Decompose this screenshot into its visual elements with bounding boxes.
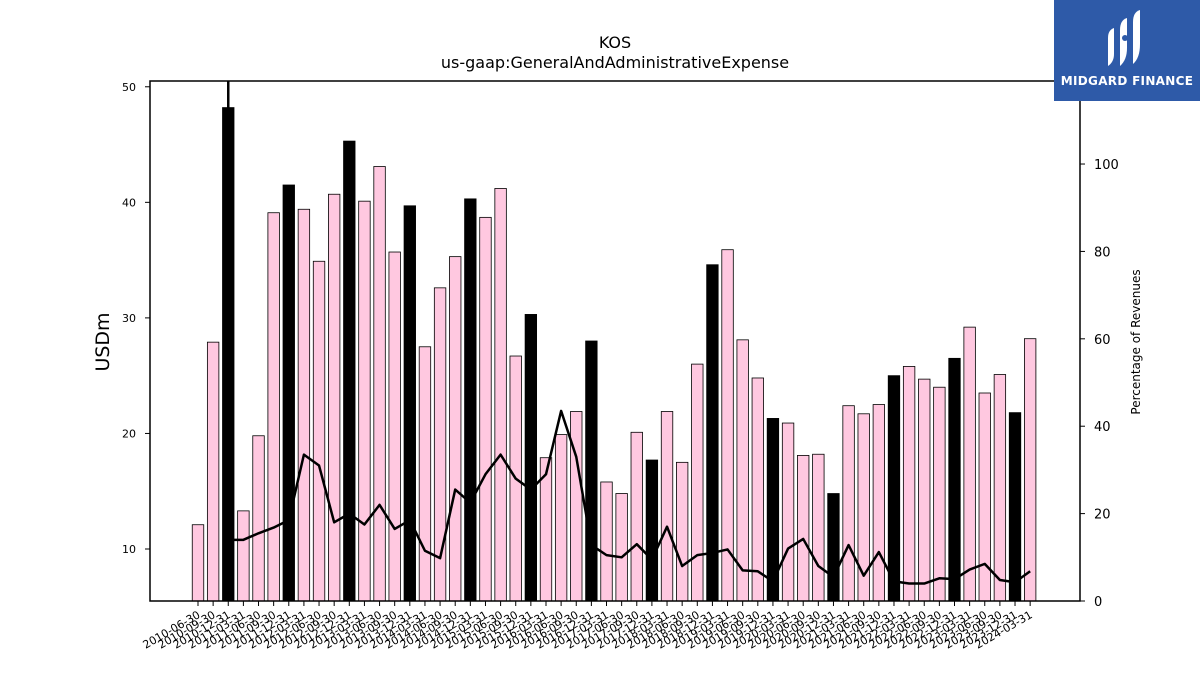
bar — [449, 256, 462, 602]
brand-logo: MIDGARD FINANCE — [1054, 0, 1200, 101]
plot-frame — [149, 80, 1081, 602]
bar — [933, 386, 946, 602]
bars-layer — [191, 107, 1037, 602]
bar — [191, 524, 205, 602]
bar — [282, 184, 295, 602]
bar — [479, 216, 492, 602]
y2-tick-label: 100 — [1094, 158, 1119, 173]
bar — [706, 264, 719, 602]
bar — [418, 346, 432, 602]
bar — [872, 404, 885, 602]
bar — [781, 422, 795, 602]
bar — [297, 208, 311, 602]
bar — [343, 140, 356, 602]
bar — [267, 212, 280, 602]
y-axis-label: USDm — [92, 312, 114, 371]
axes-layer: 10203040500204060801002010-06-302010-09-… — [122, 80, 1119, 652]
bar — [524, 314, 538, 602]
bar — [328, 193, 341, 602]
y-tick-label: 20 — [122, 427, 136, 440]
y-tick-label: 10 — [122, 543, 136, 556]
pct-revenue-line — [227, 81, 1031, 585]
y2-tick-label: 20 — [1094, 508, 1111, 523]
bar — [918, 378, 931, 602]
bar — [691, 363, 704, 602]
bar — [1008, 412, 1022, 602]
bar — [887, 375, 901, 602]
bar — [312, 260, 326, 602]
midgard-logo-icon — [1108, 10, 1140, 66]
y-tick-label: 30 — [122, 312, 136, 325]
bar — [751, 377, 764, 602]
chart-subtitle: us-gaap:GeneralAndAdministrativeExpense — [441, 53, 789, 72]
y-tick-label: 50 — [122, 81, 136, 94]
bar — [842, 405, 855, 602]
bar — [206, 341, 220, 602]
bar — [645, 459, 659, 602]
y2-tick-label: 0 — [1094, 595, 1102, 610]
bar — [600, 481, 613, 602]
bar — [252, 435, 265, 602]
bar — [1024, 338, 1037, 602]
bar — [554, 434, 568, 602]
bar — [570, 411, 583, 602]
bar — [660, 411, 674, 602]
line-layer — [227, 81, 1031, 585]
bar — [827, 493, 840, 602]
y2-axis-label: Percentage of Revenues — [1129, 269, 1143, 414]
bar — [585, 340, 598, 602]
brand-name: MIDGARD FINANCE — [1060, 74, 1194, 88]
bar — [373, 166, 386, 602]
bar — [615, 493, 628, 602]
bar — [358, 200, 371, 602]
y2-tick-label: 80 — [1094, 245, 1111, 260]
bar — [948, 357, 961, 602]
bar — [812, 453, 825, 602]
bar — [630, 431, 643, 602]
chart-title: KOS — [599, 33, 631, 52]
bar — [736, 339, 749, 602]
bar — [797, 454, 810, 602]
bar — [963, 326, 976, 602]
bar — [403, 205, 416, 602]
bar — [993, 374, 1007, 602]
bar — [388, 251, 401, 602]
y2-tick-label: 40 — [1094, 420, 1111, 435]
bar — [902, 366, 916, 602]
bar — [494, 188, 507, 602]
y2-tick-label: 60 — [1094, 333, 1111, 348]
bar — [464, 198, 477, 602]
y-tick-label: 40 — [122, 196, 136, 209]
bar — [237, 510, 250, 602]
bar — [676, 461, 689, 602]
